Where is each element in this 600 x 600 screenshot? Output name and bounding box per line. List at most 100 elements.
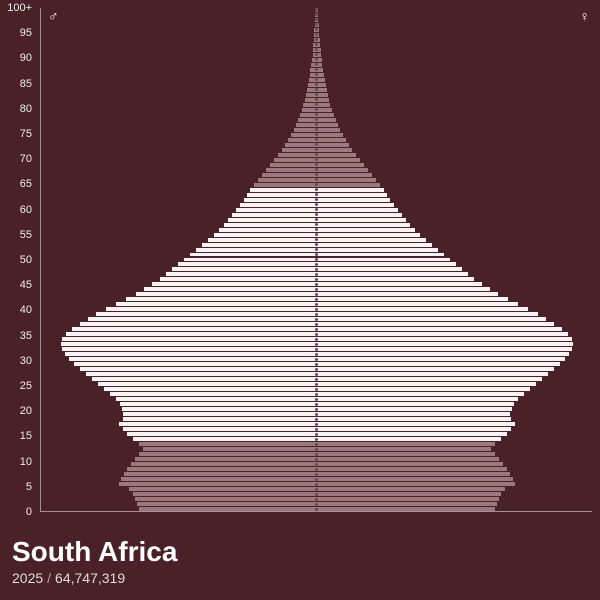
bar-female [314, 203, 394, 207]
bar-female [319, 482, 515, 486]
y-tick: 5 [0, 481, 32, 493]
center-dot [315, 373, 318, 376]
bar-female [314, 143, 349, 147]
subline: 2025/64,747,319 [12, 570, 177, 586]
center-dot [315, 348, 318, 351]
center-dot [315, 413, 318, 416]
bar-male [202, 243, 314, 247]
bar-male [119, 422, 319, 426]
bar-male [92, 377, 318, 381]
bar-female [318, 412, 510, 416]
bar-female [319, 457, 499, 461]
bar-female [319, 432, 507, 436]
country-name: South Africa [12, 536, 177, 568]
bar-male [266, 168, 314, 172]
center-dot [315, 253, 318, 256]
bar-female [314, 153, 356, 157]
bar-male [116, 397, 318, 401]
bar-male [120, 402, 318, 406]
y-tick: 85 [0, 78, 32, 90]
bar-female [319, 452, 495, 456]
bar-female [314, 173, 372, 177]
bar-male [88, 317, 314, 321]
bar-female [318, 382, 536, 386]
bar-female [319, 467, 507, 471]
center-dot [315, 383, 318, 386]
bar-male [119, 482, 319, 486]
center-dot [315, 438, 318, 441]
center-dot [315, 468, 318, 471]
center-dot [315, 358, 318, 361]
center-dot [315, 473, 318, 476]
bar-male [232, 213, 314, 217]
y-tick: 55 [0, 229, 32, 241]
bar-female [319, 492, 501, 496]
bar-female [319, 477, 513, 481]
center-dot [315, 483, 318, 486]
bar-male [123, 412, 318, 416]
y-tick: 75 [0, 128, 32, 140]
center-dot [315, 443, 318, 446]
center-dot [315, 343, 318, 346]
bar-male [152, 282, 314, 286]
bar-male [116, 302, 314, 306]
bar-female [314, 198, 390, 202]
y-tick: 60 [0, 204, 32, 216]
bar-male [127, 432, 319, 436]
bar-male [250, 188, 314, 192]
bar-male [285, 143, 314, 147]
bar-female [314, 223, 410, 227]
bar-female [319, 437, 501, 441]
bar-male [305, 98, 315, 102]
bar-male [306, 93, 315, 97]
bar-female [314, 282, 482, 286]
center-dot [315, 508, 318, 511]
center-dot [315, 493, 318, 496]
y-axis: 0510152025303540455055606570758085909510… [0, 8, 36, 512]
bar-male [143, 447, 319, 451]
bar-male [139, 452, 319, 456]
bar-male [65, 352, 317, 356]
bar-female [318, 367, 554, 371]
y-tick: 65 [0, 178, 32, 190]
y-tick: 45 [0, 279, 32, 291]
separator: / [47, 570, 51, 586]
bar-male [106, 307, 314, 311]
bar-female [317, 352, 569, 356]
population-label: 64,747,319 [55, 570, 125, 586]
bar-female [316, 347, 572, 351]
bar-female [318, 362, 560, 366]
bar-female [315, 342, 573, 346]
bar-male [282, 148, 314, 152]
bar-male [122, 407, 318, 411]
center-dot [315, 488, 318, 491]
center-dot [315, 453, 318, 456]
bar-female [314, 312, 538, 316]
center-dot [315, 328, 318, 331]
bar-female [314, 178, 376, 182]
bar-male [124, 472, 319, 476]
bar-female [314, 188, 384, 192]
center-dot [315, 273, 318, 276]
bar-female [319, 502, 497, 506]
bar-female [314, 218, 406, 222]
bar-female [314, 302, 518, 306]
center-dot [315, 503, 318, 506]
bar-male [184, 258, 314, 262]
bar-male [196, 248, 314, 252]
bar-female [319, 472, 510, 476]
bar-male [172, 267, 314, 271]
center-dot [315, 308, 318, 311]
bar-male [133, 492, 319, 496]
bar-female [314, 258, 450, 262]
bar-male [61, 342, 315, 346]
bar-male [236, 208, 314, 212]
bar-male [137, 502, 319, 506]
bar-female [314, 292, 498, 296]
y-tick: 25 [0, 380, 32, 392]
center-dot [315, 408, 318, 411]
bar-female [319, 422, 515, 426]
bar-female [314, 228, 415, 232]
bar-male [129, 487, 319, 491]
bar-female [318, 407, 512, 411]
